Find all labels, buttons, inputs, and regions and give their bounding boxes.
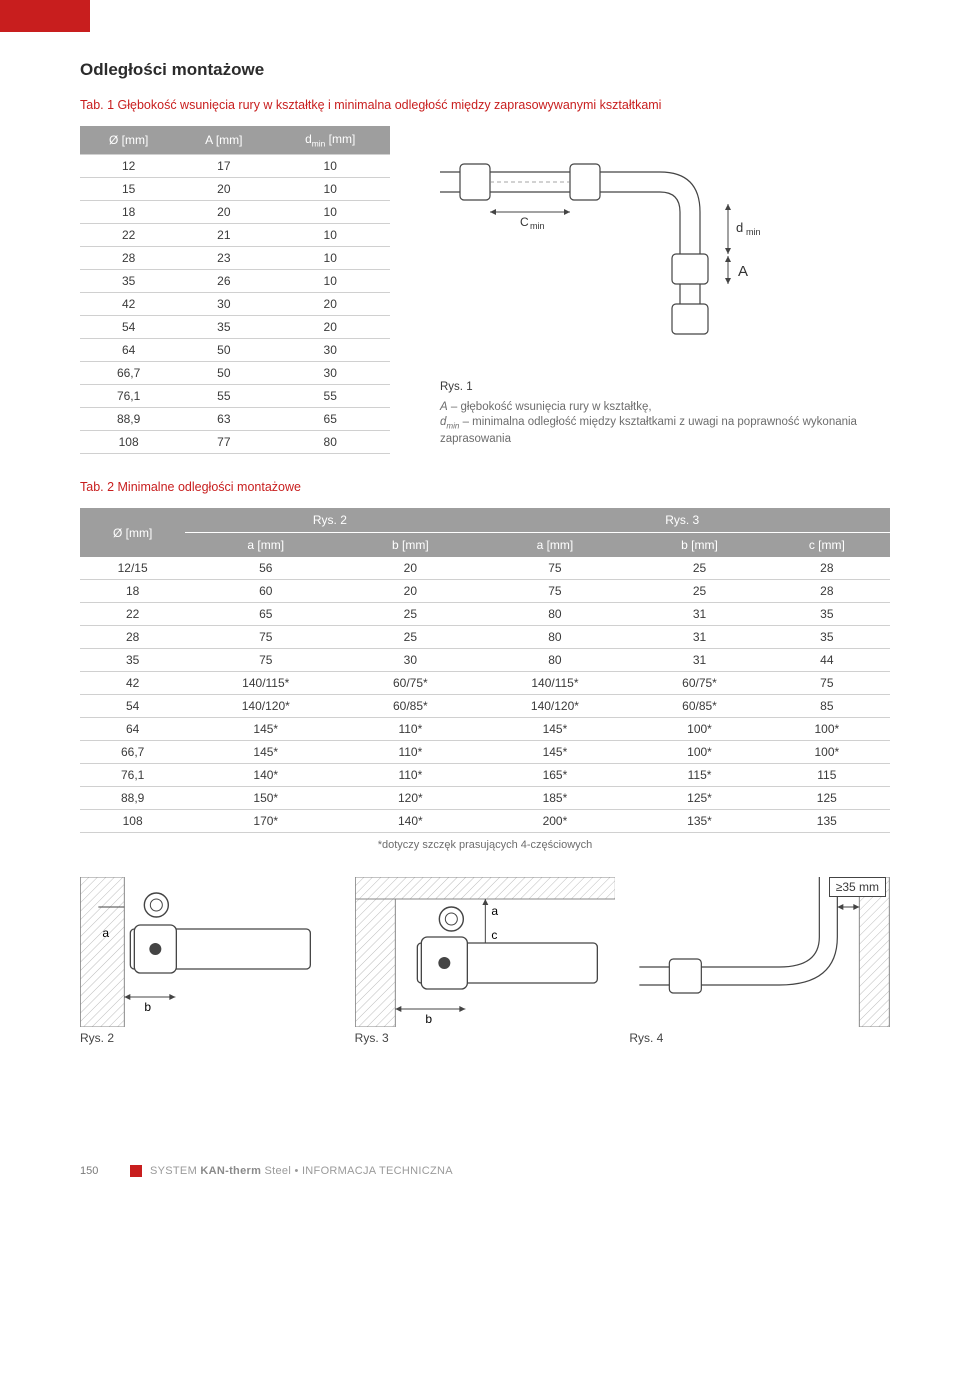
table-row: 66,7145*110*145*100*100* xyxy=(80,741,890,764)
t1-col-diameter: Ø [mm] xyxy=(80,126,177,155)
figure-rys4: ≥35 mm xyxy=(629,877,890,1027)
t2-sub-c: c [mm] xyxy=(764,533,890,558)
table2-footnote: *dotyczy szczęk prasujących 4-częściowyc… xyxy=(80,833,890,851)
table-row: 1087780 xyxy=(80,431,390,454)
table-row: 76,1140*110*165*115*115 xyxy=(80,764,890,787)
footer-text: SYSTEM KAN-therm Steel • INFORMACJA TECH… xyxy=(150,1165,453,1177)
svg-text:min: min xyxy=(746,227,761,237)
table-min-distances: Ø [mm] Rys. 2 Rys. 3 a [mm] b [mm] a [mm… xyxy=(80,508,890,833)
table-row: 64145*110*145*100*100* xyxy=(80,718,890,741)
table-row: 226525803135 xyxy=(80,603,890,626)
figure-rys3: a c b xyxy=(355,877,616,1027)
table-row: 182010 xyxy=(80,201,390,224)
t1-col-dmin: dmin [mm] xyxy=(270,126,390,155)
page-number: 150 xyxy=(80,1165,130,1177)
t2-group-rys3: Rys. 3 xyxy=(474,508,890,533)
legend-dmin: dmin – minimalna odległość między kształ… xyxy=(440,415,890,448)
t2-sub-b2: b [mm] xyxy=(635,533,763,558)
rys4-label: Rys. 4 xyxy=(629,1031,890,1045)
rys3-label: Rys. 3 xyxy=(355,1031,616,1045)
t1-col-A: A [mm] xyxy=(177,126,270,155)
figure-rys1: C min d min A xyxy=(440,134,770,374)
page-footer: 150 SYSTEM KAN-therm Steel • INFORMACJA … xyxy=(80,1165,890,1177)
page: Odległości montażowe Tab. 1 Głębokość ws… xyxy=(0,0,960,1207)
footer-square-icon xyxy=(130,1165,142,1177)
t2-sub-a1: a [mm] xyxy=(185,533,346,558)
table-row: 287525803135 xyxy=(80,626,890,649)
svg-text:A: A xyxy=(738,263,748,280)
table-row: 108170*140*200*135*135 xyxy=(80,810,890,833)
t2-sub-a2: a [mm] xyxy=(474,533,635,558)
table-row: 222110 xyxy=(80,224,390,247)
svg-text:d: d xyxy=(736,220,743,235)
table-insertion-depth: Ø [mm] A [mm] dmin [mm] 1217101520101820… xyxy=(80,126,390,454)
table-row: 88,9150*120*185*125*125 xyxy=(80,787,890,810)
table-row: 121710 xyxy=(80,155,390,178)
table-row: 54140/120*60/85*140/120*60/85*85 xyxy=(80,695,890,718)
table-row: 543520 xyxy=(80,316,390,339)
rys1-label: Rys. 1 xyxy=(440,380,890,396)
table-row: 282310 xyxy=(80,247,390,270)
rys2-label: Rys. 2 xyxy=(80,1031,341,1045)
table-row: 152010 xyxy=(80,178,390,201)
svg-text:c: c xyxy=(491,928,497,942)
table-row: 423020 xyxy=(80,293,390,316)
min35-badge: ≥35 mm xyxy=(829,877,886,897)
page-title: Odległości montażowe xyxy=(80,60,890,80)
table-row: 88,96365 xyxy=(80,408,390,431)
svg-text:a: a xyxy=(102,926,109,940)
t2-sub-b1: b [mm] xyxy=(346,533,474,558)
table-row: 42140/115*60/75*140/115*60/75*75 xyxy=(80,672,890,695)
table-row: 352610 xyxy=(80,270,390,293)
table-row: 76,15555 xyxy=(80,385,390,408)
table1-caption: Tab. 1 Głębokość wsunięcia rury w kształ… xyxy=(80,98,890,112)
svg-text:a: a xyxy=(491,904,498,918)
svg-text:b: b xyxy=(144,1000,151,1014)
table-row: 357530803144 xyxy=(80,649,890,672)
table-row: 66,75030 xyxy=(80,362,390,385)
table-row: 186020752528 xyxy=(80,580,890,603)
t2-group-rys2: Rys. 2 xyxy=(185,508,474,533)
cmin-label: C xyxy=(520,215,529,229)
legend-A: A – głębokość wsunięcia rury w kształtkę… xyxy=(440,400,890,416)
svg-text:min: min xyxy=(530,221,545,231)
table-row: 645030 xyxy=(80,339,390,362)
t2-col-diameter: Ø [mm] xyxy=(80,508,185,557)
table2-caption: Tab. 2 Minimalne odległości montażowe xyxy=(80,480,890,494)
table-row: 12/155620752528 xyxy=(80,557,890,580)
svg-text:b: b xyxy=(425,1012,432,1026)
figure-rys2: a b xyxy=(80,877,341,1027)
